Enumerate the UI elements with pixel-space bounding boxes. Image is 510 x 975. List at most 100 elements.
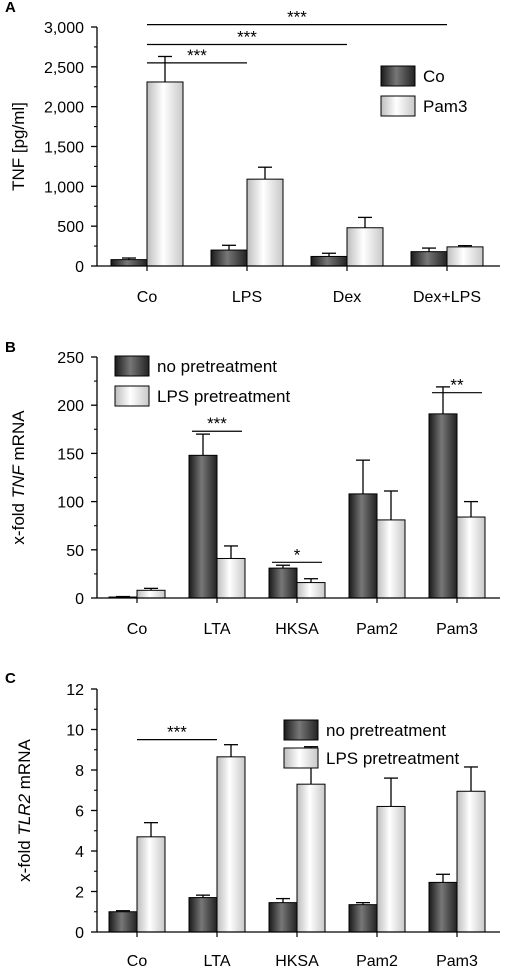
y-tick-label: 100	[57, 495, 84, 512]
y-tick-label: 6	[75, 804, 84, 821]
y-axis-label-part: TNF [pg/ml]	[9, 102, 28, 191]
significance-label: **	[450, 376, 464, 395]
y-tick-label: 1,500	[44, 140, 84, 157]
legend-swatch	[114, 355, 150, 377]
y-tick-label: 250	[57, 350, 84, 367]
x-tick-label: Dex	[333, 289, 361, 306]
bar-no-pretreatment	[268, 567, 298, 599]
legend-swatch	[283, 747, 319, 769]
bar-lps-pretreatment	[296, 783, 326, 933]
significance-label: ***	[187, 46, 207, 65]
significance-label: ***	[287, 8, 307, 27]
legend-label: LPS pretreatment	[157, 387, 291, 406]
legend: no pretreatment LPS pretreatment	[114, 355, 291, 407]
y-axis-label-part: x-fold	[9, 498, 28, 544]
x-tick-label: Co	[127, 953, 148, 970]
y-axis-label-part: mRNA	[9, 410, 28, 465]
y-axis-label-part: x-fold	[15, 836, 34, 882]
y-tick-label: 1,000	[44, 179, 84, 196]
panel-label: B	[5, 339, 16, 356]
y-tick-label: 200	[57, 398, 84, 415]
bar-co	[410, 251, 448, 267]
y-axis-label-part: mRNA	[15, 739, 34, 794]
bar-no-pretreatment	[188, 454, 218, 599]
panel-C: C 0 2 4 6 8 10 12 Co LTA HKSA Pam2 Pam3 x-fold TLR2 m…	[5, 670, 500, 970]
y-axis-label-part: TNF	[9, 464, 28, 499]
bar-lps-pretreatment	[376, 805, 406, 933]
y-tick-label: 0	[75, 925, 84, 942]
y-tick-label: 10	[66, 723, 84, 740]
x-tick-label: HKSA	[275, 621, 319, 638]
bar-no-pretreatment	[268, 902, 298, 933]
bar-co	[310, 255, 348, 267]
y-tick-label: 50	[66, 543, 84, 560]
x-tick-label: LPS	[232, 289, 262, 306]
legend-swatch	[380, 95, 416, 117]
y-axis-label-part: TLR2	[15, 793, 34, 835]
bar-pam3	[246, 178, 284, 267]
y-tick-label: 8	[75, 763, 84, 780]
bar-lps-pretreatment	[216, 557, 246, 599]
bar-pam3	[146, 81, 184, 267]
y-tick-label: 150	[57, 446, 84, 463]
bar-co	[110, 259, 148, 267]
y-tick-label: 2	[75, 885, 84, 902]
bar-lps-pretreatment	[456, 516, 486, 599]
legend: no pretreatment LPS pretreatment	[283, 719, 460, 769]
y-tick-label: 3,000	[44, 20, 84, 37]
legend-label: no pretreatment	[157, 357, 277, 376]
significance-label: ***	[167, 723, 187, 742]
x-tick-label: Dex+LPS	[413, 289, 481, 306]
y-tick-label: 12	[66, 682, 84, 699]
x-tick-label: LTA	[204, 953, 231, 970]
y-axis-label: TNF [pg/ml]	[9, 102, 28, 191]
x-tick-label: Pam2	[356, 953, 398, 970]
x-tick-label: Pam3	[436, 621, 478, 638]
bar-lps-pretreatment	[136, 589, 166, 599]
x-tick-label: Co	[127, 621, 148, 638]
bar-lps-pretreatment	[136, 836, 166, 933]
legend-label: Co	[423, 67, 445, 86]
y-axis-label: x-fold TNF mRNA	[9, 410, 28, 545]
bar-co	[210, 249, 248, 267]
legend-label: no pretreatment	[326, 721, 446, 740]
significance-label: ***	[237, 28, 257, 47]
y-axis-label: x-fold TLR2 mRNA	[15, 739, 34, 882]
legend-swatch	[380, 65, 416, 87]
significance-label: *	[294, 545, 301, 564]
x-tick-label: LTA	[204, 621, 231, 638]
y-tick-label: 4	[75, 844, 84, 861]
x-tick-label: Pam2	[356, 621, 398, 638]
bar-lps-pretreatment	[296, 582, 326, 599]
legend-label: Pam3	[423, 97, 467, 116]
significance-label: ***	[207, 414, 227, 433]
y-tick-label: 0	[75, 259, 84, 276]
bar-lps-pretreatment	[456, 790, 486, 933]
bar-lps-pretreatment	[216, 756, 246, 933]
legend: Co Pam3	[380, 65, 467, 117]
bar-no-pretreatment	[428, 881, 458, 933]
legend-label: LPS pretreatment	[326, 749, 460, 768]
panel-label: C	[5, 670, 16, 687]
x-tick-label: Pam3	[436, 953, 478, 970]
bar-no-pretreatment	[188, 897, 218, 933]
bar-no-pretreatment	[348, 493, 378, 599]
legend-swatch	[114, 385, 150, 407]
y-tick-label: 0	[75, 591, 84, 608]
bar-pam3	[446, 246, 484, 267]
bar-no-pretreatment	[428, 413, 458, 599]
panel-label: A	[5, 0, 16, 16]
y-tick-label: 500	[57, 219, 84, 236]
bar-lps-pretreatment	[376, 519, 406, 599]
y-tick-label: 2,000	[44, 100, 84, 117]
legend-swatch	[283, 719, 319, 741]
x-tick-label: HKSA	[275, 953, 319, 970]
y-tick-label: 2,500	[44, 60, 84, 77]
x-tick-label: Co	[137, 289, 158, 306]
bar-no-pretreatment	[108, 911, 138, 933]
panel-A: A 0 500 1,000 1,500 2,000 2,500 3,000 Co LPS Dex De…	[5, 0, 500, 306]
panel-B: B 0 50 100 150 200 250 Co LTA HKSA Pam2 Pam3 x-fold …	[5, 339, 500, 638]
bar-no-pretreatment	[348, 904, 378, 933]
bar-pam3	[346, 227, 384, 267]
